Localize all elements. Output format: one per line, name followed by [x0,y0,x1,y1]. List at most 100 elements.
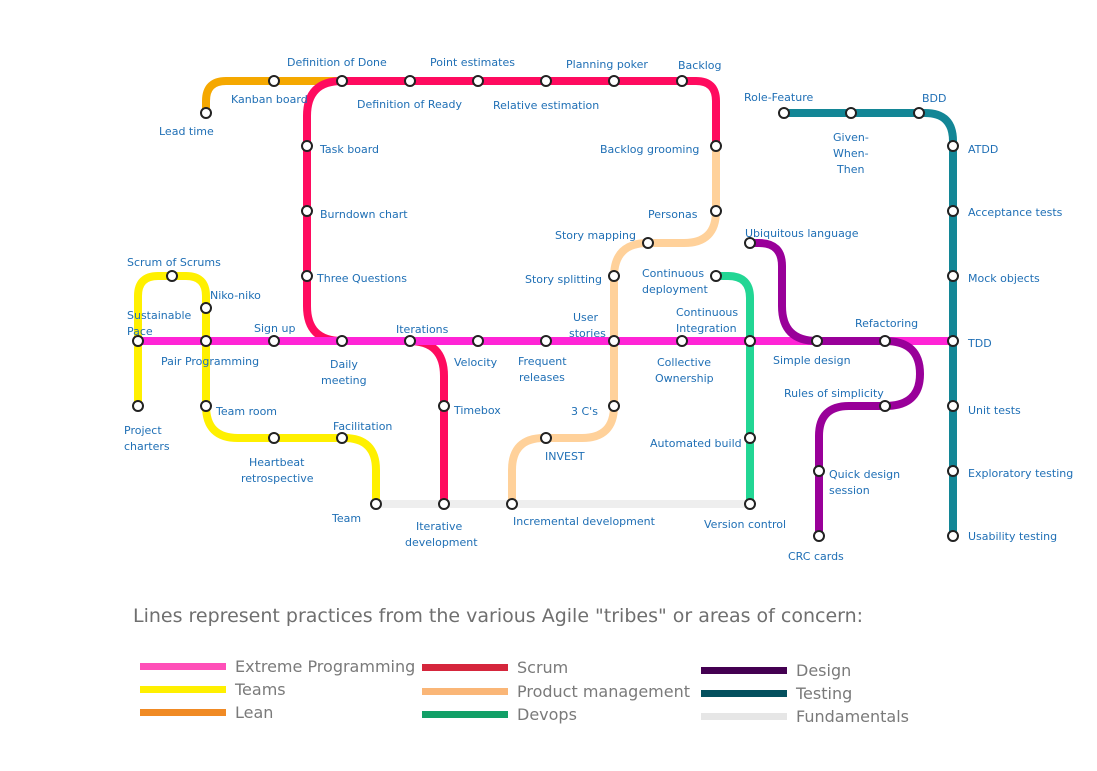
station-refactoring[interactable] [879,335,891,347]
label-continuous-deployment-line2: deployment [642,283,708,296]
station-atdd[interactable] [947,140,959,152]
station-invest[interactable] [540,432,552,444]
label-acceptance-tests: Acceptance tests [968,206,1063,219]
station-definition-of-done[interactable] [336,75,348,87]
station-continuous-deployment[interactable] [710,270,722,282]
label-atdd: ATDD [968,143,998,156]
station-three-questions[interactable] [301,270,313,282]
station-velocity[interactable] [472,335,484,347]
label-given-when-then-line2: When- [833,147,869,160]
station-simple-design[interactable] [811,335,823,347]
station-facilitation[interactable] [336,432,348,444]
station-sign-up[interactable] [268,335,280,347]
station-planning-poker[interactable] [608,75,620,87]
station-user-stories[interactable] [608,335,620,347]
station-role-feature[interactable] [778,107,790,119]
legend-label: Scrum [517,658,569,677]
station-kanban-board[interactable] [268,75,280,87]
station-acceptance-tests[interactable] [947,205,959,217]
line-lean [202,77,346,117]
legend-item-teams: Teams [140,680,286,699]
label-project-charters-line2: charters [124,440,170,453]
station-three-cs[interactable] [608,400,620,412]
legend-caption: Lines represent practices from the vario… [133,605,864,627]
label-frequent-releases-line2: releases [519,371,565,384]
station-ubiquitous-language[interactable] [744,237,756,249]
legend-item-xp: Extreme Programming [140,657,415,676]
station-mock-objects[interactable] [947,270,959,282]
label-iterative-development-line1: Iterative [416,520,462,533]
label-team: Team [331,512,361,525]
station-bdd[interactable] [913,107,925,119]
legend-swatch [701,667,787,674]
station-sustainable-pace[interactable] [132,335,144,347]
station-iterative-development[interactable] [438,498,450,510]
label-three-cs: 3 C's [571,405,598,418]
station-story-mapping[interactable] [642,237,654,249]
station-tdd[interactable] [947,335,959,347]
station-project-charters[interactable] [132,400,144,412]
legend-label: Extreme Programming [235,657,416,676]
label-backlog-grooming: Backlog grooming [600,143,699,156]
label-scrum-of-scrums: Scrum of Scrums [127,256,221,269]
line-devops [712,272,754,508]
station-given-when-then[interactable] [845,107,857,119]
label-incremental-development: Incremental development [513,515,656,528]
station-incremental-development[interactable] [506,498,518,510]
station-exploratory-testing[interactable] [947,465,959,477]
label-user-stories-line2: stories [569,327,606,340]
line-teams [134,272,380,508]
label-three-questions: Three Questions [316,272,407,285]
station-scrum-of-scrums[interactable] [166,270,178,282]
station-frequent-releases[interactable] [540,335,552,347]
station-crc-cards[interactable] [813,530,825,542]
label-point-estimates: Point estimates [430,56,515,69]
station-pair-programming[interactable] [200,335,212,347]
label-quick-design-line1: Quick design [829,468,900,481]
station-burndown-chart[interactable] [301,205,313,217]
label-heartbeat-line1: Heartbeat [249,456,305,469]
station-story-splitting[interactable] [608,270,620,282]
legend-label: Testing [796,684,853,703]
label-unit-tests: Unit tests [968,404,1021,417]
station-daily-meeting[interactable] [336,335,348,347]
station-quick-design-session[interactable] [813,465,825,477]
station-backlog[interactable] [676,75,688,87]
station-timebox[interactable] [438,400,450,412]
station-unit-tests[interactable] [947,400,959,412]
label-frequent-releases-line1: Frequent [518,355,567,368]
station-niko-niko[interactable] [200,302,212,314]
station-relative-estimation[interactable] [540,75,552,87]
legend-label: Lean [235,703,274,722]
station-task-board[interactable] [301,140,313,152]
label-refactoring: Refactoring [855,317,918,330]
metro-map: Lead time Kanban board Definition of Don… [124,56,1073,563]
station-team-room[interactable] [200,400,212,412]
legend-item-design: Design [701,661,851,680]
label-collective-ownership-line2: Ownership [655,372,714,385]
station-backlog-grooming[interactable] [710,140,722,152]
label-team-room: Team room [215,405,277,418]
legend-swatch [422,711,508,718]
station-usability-testing[interactable] [947,530,959,542]
station-iterations[interactable] [404,335,416,347]
station-version-control[interactable] [744,498,756,510]
station-lead-time[interactable] [200,107,212,119]
legend-swatch [140,663,226,670]
label-pair-programming: Pair Programming [161,355,259,368]
label-continuous-deployment-line1: Continuous [642,267,704,280]
station-rules-of-simplicity[interactable] [879,400,891,412]
station-collective-ownership[interactable] [676,335,688,347]
station-heartbeat-retrospective[interactable] [268,432,280,444]
station-team[interactable] [370,498,382,510]
label-definition-of-done: Definition of Done [287,56,387,69]
legend-label: Devops [517,705,577,724]
station-definition-of-ready[interactable] [404,75,416,87]
label-crc-cards: CRC cards [788,550,844,563]
station-point-estimates[interactable] [472,75,484,87]
station-automated-build[interactable] [744,432,756,444]
station-personas[interactable] [710,205,722,217]
label-daily-meeting-line1: Daily [330,358,358,371]
station-continuous-integration[interactable] [744,335,756,347]
label-lead-time: Lead time [159,125,214,138]
